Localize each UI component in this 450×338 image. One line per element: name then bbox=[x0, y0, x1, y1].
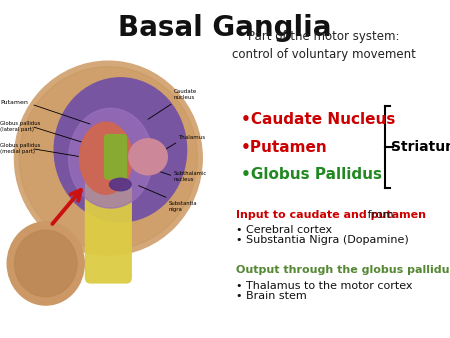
Ellipse shape bbox=[80, 122, 132, 194]
Ellipse shape bbox=[54, 78, 187, 222]
Ellipse shape bbox=[68, 108, 153, 208]
Text: Globus pallidus
(medial part): Globus pallidus (medial part) bbox=[0, 143, 40, 154]
Text: Globus pallidus
(lateral part): Globus pallidus (lateral part) bbox=[0, 121, 40, 132]
Text: Part of the motor system:
control of voluntary movement: Part of the motor system: control of vol… bbox=[232, 30, 416, 62]
Text: Striatum: Striatum bbox=[391, 140, 450, 154]
Text: Substantia
nigra: Substantia nigra bbox=[168, 201, 197, 212]
Text: •Putamen: •Putamen bbox=[241, 140, 328, 154]
Text: Basal Ganglia: Basal Ganglia bbox=[118, 14, 332, 42]
Ellipse shape bbox=[7, 222, 84, 305]
Text: Subthalamic
nucleus: Subthalamic nucleus bbox=[173, 171, 207, 182]
Ellipse shape bbox=[19, 67, 198, 250]
Text: • Thalamus to the motor cortex: • Thalamus to the motor cortex bbox=[236, 281, 413, 291]
Text: • Substantia Nigra (Dopamine): • Substantia Nigra (Dopamine) bbox=[236, 235, 409, 245]
FancyBboxPatch shape bbox=[105, 135, 126, 179]
Ellipse shape bbox=[109, 178, 131, 191]
Text: Putamen: Putamen bbox=[0, 100, 28, 105]
Text: Thalamus: Thalamus bbox=[178, 135, 205, 140]
Text: Output through the globus pallidus: Output through the globus pallidus bbox=[236, 265, 450, 275]
Text: •Globus Pallidus: •Globus Pallidus bbox=[241, 167, 382, 182]
Text: Caudate
nucleus: Caudate nucleus bbox=[173, 89, 197, 100]
Ellipse shape bbox=[14, 230, 77, 297]
Text: from: from bbox=[364, 210, 394, 220]
FancyBboxPatch shape bbox=[86, 180, 131, 283]
Text: •Caudate Nucleus: •Caudate Nucleus bbox=[241, 113, 400, 127]
Text: Input to caudate and putamen: Input to caudate and putamen bbox=[236, 210, 426, 220]
Ellipse shape bbox=[129, 139, 167, 175]
Text: • Brain stem: • Brain stem bbox=[236, 291, 307, 301]
Ellipse shape bbox=[14, 61, 202, 255]
Text: • Cerebral cortex: • Cerebral cortex bbox=[236, 225, 333, 235]
